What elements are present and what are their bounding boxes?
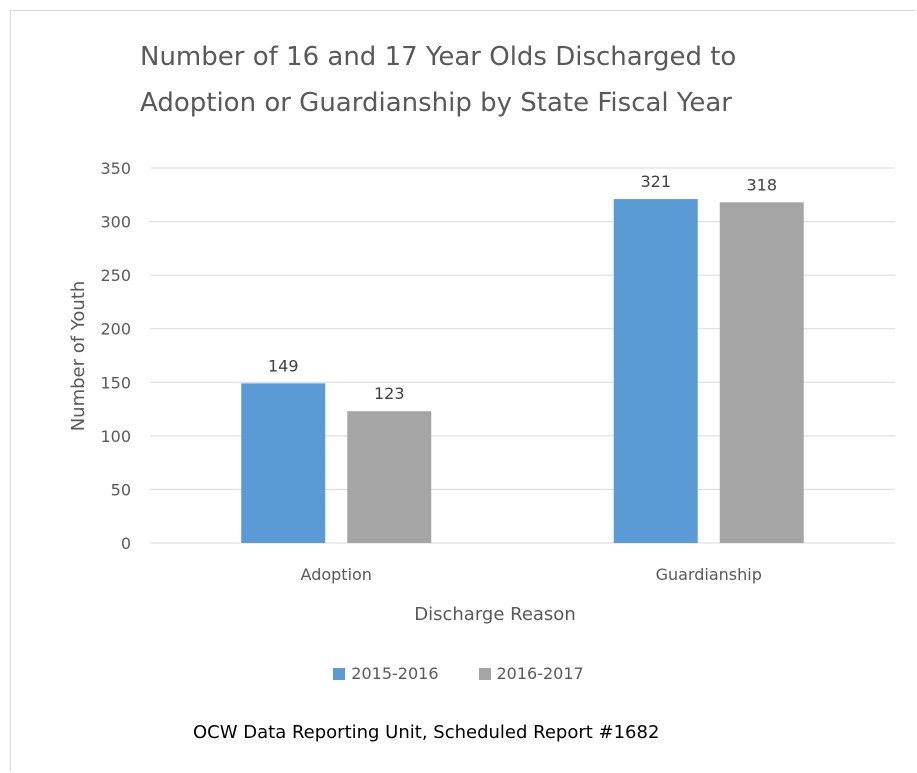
data-label: 149	[268, 356, 299, 375]
y-tick-label: 250	[100, 266, 131, 285]
legend-item-series-2: 2016-2017	[478, 664, 584, 683]
bar-adoption-series-2	[347, 411, 432, 543]
y-axis-ticks: 0 50 100 150 200 250 300 350	[100, 159, 131, 553]
legend-label-series-1: 2015-2016	[351, 664, 439, 683]
y-axis-title: Number of Youth	[68, 281, 89, 432]
y-tick-label: 50	[111, 480, 131, 499]
y-tick-label: 350	[100, 159, 131, 178]
y-tick-label: 200	[100, 320, 131, 339]
y-tick-label: 150	[100, 373, 131, 392]
y-tick-label: 0	[121, 534, 131, 553]
footer-note: OCW Data Reporting Unit, Scheduled Repor…	[193, 722, 660, 743]
legend-item-series-1: 2015-2016	[333, 664, 439, 683]
chart-title-line-1: Number of 16 and 17 Year Olds Discharged…	[140, 42, 737, 72]
bar-guardianship-series-1	[613, 199, 698, 544]
data-label: 123	[374, 384, 405, 403]
x-tick-label: Guardianship	[656, 565, 762, 584]
bar-adoption-series-1	[241, 383, 326, 543]
x-axis-title: Discharge Reason	[414, 604, 575, 625]
x-axis-ticks: Adoption Guardianship	[301, 565, 762, 584]
bars	[241, 199, 804, 544]
y-tick-label: 300	[100, 213, 131, 232]
data-labels: 149 123 321 318	[268, 172, 777, 403]
legend-swatch-series-2	[478, 667, 491, 680]
data-label: 321	[640, 172, 671, 191]
legend-swatch-series-1	[333, 667, 346, 680]
x-tick-label: Adoption	[301, 565, 372, 584]
chart-title: Number of 16 and 17 Year Olds Discharged…	[140, 34, 860, 126]
y-tick-label: 100	[100, 427, 131, 446]
legend-label-series-2: 2016-2017	[496, 664, 584, 683]
data-label: 318	[746, 175, 777, 194]
legend: 2015-2016 2016-2017	[0, 664, 917, 683]
chart-title-line-2: Adoption or Guardianship by State Fiscal…	[140, 88, 732, 118]
bar-guardianship-series-2	[719, 202, 804, 544]
